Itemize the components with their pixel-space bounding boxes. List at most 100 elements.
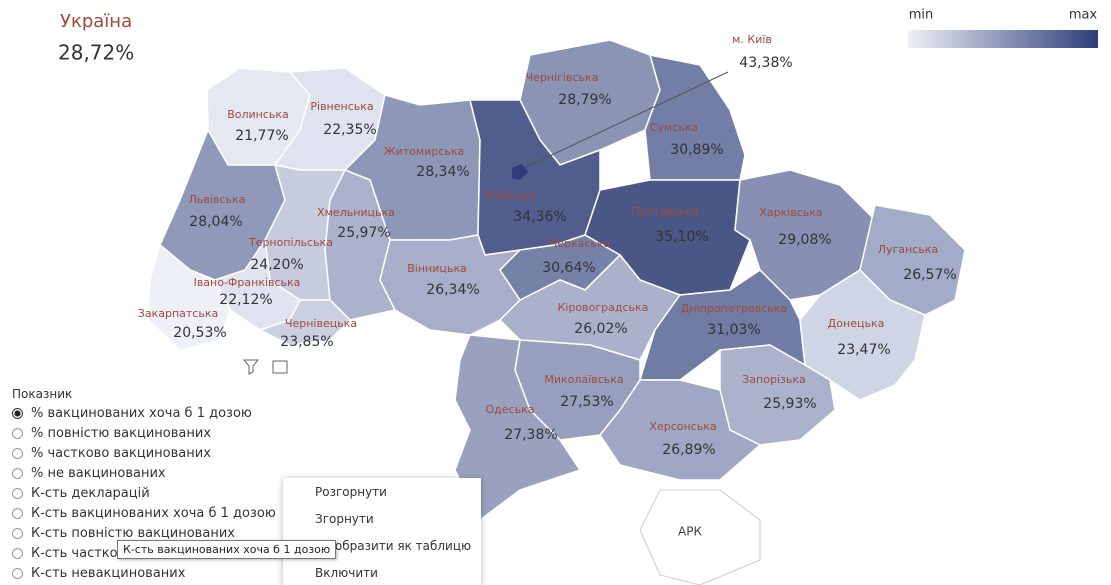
option-label: К-сть невакцинованих bbox=[31, 566, 186, 581]
region-name: Чернівецька bbox=[285, 317, 357, 330]
region-value: 25,93% bbox=[763, 396, 816, 412]
region-value: 20,53% bbox=[173, 325, 226, 341]
radio[interactable] bbox=[12, 468, 23, 479]
option[interactable]: % не вакцинованих bbox=[12, 466, 166, 481]
region-name: Хмельницька bbox=[317, 206, 395, 219]
region-name: Донецька bbox=[828, 317, 885, 330]
region-name: Чернігівська bbox=[526, 71, 599, 84]
radio[interactable] bbox=[12, 568, 23, 579]
option-label: % повністю вакцинованих bbox=[31, 426, 212, 441]
option[interactable]: % частково вакцинованих bbox=[12, 446, 211, 461]
region[interactable] bbox=[644, 54, 746, 181]
region-value: 22,35% bbox=[323, 122, 376, 138]
region-value: 22,12% bbox=[219, 292, 272, 308]
region[interactable] bbox=[799, 269, 926, 401]
kyiv-value: 43,38% bbox=[739, 55, 792, 71]
radio[interactable] bbox=[12, 408, 23, 419]
option[interactable]: % повністю вакцинованих bbox=[12, 426, 211, 441]
region[interactable] bbox=[599, 379, 762, 481]
radio[interactable] bbox=[12, 428, 23, 439]
option-label: % вакцинованих хоча б 1 дозою bbox=[31, 406, 252, 421]
region-value: 28,34% bbox=[416, 164, 469, 180]
region-value: 23,47% bbox=[837, 342, 890, 358]
region-value: 24,20% bbox=[250, 257, 303, 273]
option[interactable]: К-сть вакцинованих хоча б 1 дозою bbox=[12, 506, 276, 521]
region-value: 30,89% bbox=[670, 142, 723, 158]
region-value: 26,57% bbox=[903, 267, 956, 283]
region-name: Вінницька bbox=[407, 262, 467, 275]
region-value: 34,36% bbox=[513, 209, 566, 225]
region-value: 25,97% bbox=[337, 225, 390, 241]
region-value: 35,10% bbox=[655, 229, 708, 245]
radio[interactable] bbox=[12, 548, 23, 559]
total-value: 28,72% bbox=[58, 41, 134, 65]
option-label: К-сть повністю вакцинованих bbox=[31, 526, 235, 541]
region[interactable] bbox=[324, 169, 397, 321]
region-name: Закарпатська bbox=[138, 307, 218, 320]
region-value: 28,04% bbox=[189, 214, 242, 230]
radio[interactable] bbox=[12, 488, 23, 499]
region-value: 30,64% bbox=[542, 260, 595, 276]
radio[interactable] bbox=[12, 508, 23, 519]
menu-item[interactable]: Розгорнути bbox=[315, 485, 387, 499]
legend-min: min bbox=[909, 8, 934, 23]
region-name: Сумська bbox=[650, 121, 698, 134]
kyiv-leader bbox=[519, 71, 729, 171]
menu-item[interactable]: Відобразити як таблицю bbox=[315, 539, 472, 553]
menu-item[interactable]: Згорнути bbox=[315, 512, 374, 526]
region-value: 26,34% bbox=[426, 282, 479, 298]
region-name: Херсонська bbox=[649, 420, 716, 433]
region-name: Львівська bbox=[189, 193, 246, 206]
legend-max: max bbox=[1069, 8, 1098, 23]
region-value: 29,08% bbox=[778, 232, 831, 248]
region[interactable] bbox=[147, 243, 231, 351]
option-label: К-сть вакцинованих хоча б 1 дозою bbox=[31, 506, 276, 521]
region-name: Полтавська bbox=[631, 205, 699, 218]
context-menu: Розгорнути Згорнути Відобразити як таблицю… bbox=[283, 478, 481, 585]
region-value: 27,53% bbox=[560, 394, 613, 410]
region-name: Кіровоградська bbox=[558, 301, 649, 314]
menu-item[interactable]: Включити bbox=[315, 566, 378, 580]
region-name: Харківська bbox=[759, 206, 822, 219]
title: Україна bbox=[60, 11, 132, 32]
region-value: 28,79% bbox=[558, 92, 611, 108]
option[interactable]: К-сть декларацій bbox=[12, 486, 150, 501]
region-name: Дніпропетровська bbox=[681, 302, 787, 315]
kyiv-name: м. Київ bbox=[732, 33, 772, 46]
region-name: Київська bbox=[486, 189, 536, 202]
region-name: Луганська bbox=[878, 243, 938, 256]
region-name: Черкаська bbox=[550, 237, 611, 250]
region[interactable] bbox=[454, 334, 582, 522]
region-value: 26,89% bbox=[662, 442, 715, 458]
region-name: Тернопільська bbox=[248, 236, 333, 249]
crimea-label: АРК bbox=[678, 525, 702, 539]
region-value: 23,85% bbox=[280, 334, 333, 350]
region-name: Запорізька bbox=[742, 373, 805, 386]
option-label: К-сть декларацій bbox=[31, 486, 150, 501]
region-value: 27,38% bbox=[504, 427, 557, 443]
panel-title: Показник bbox=[12, 387, 73, 401]
kyiv-city[interactable] bbox=[512, 164, 528, 180]
region-value: 21,77% bbox=[235, 128, 288, 144]
crimea bbox=[639, 489, 761, 585]
option[interactable]: К-сть невакцинованих bbox=[12, 566, 185, 581]
radio[interactable] bbox=[12, 448, 23, 459]
radio[interactable] bbox=[12, 528, 23, 539]
option-label: % не вакцинованих bbox=[31, 466, 166, 481]
region[interactable] bbox=[258, 299, 352, 346]
region-name: Миколаївська bbox=[544, 373, 623, 386]
region-name: Одеська bbox=[486, 403, 535, 416]
option-label: % частково вакцинованих bbox=[31, 446, 211, 461]
region-name: Івано-Франківська bbox=[194, 276, 301, 289]
region-name: Рівненська bbox=[310, 100, 373, 113]
tooltip: К-сть вакцинованих хоча б 1 дозою bbox=[117, 540, 337, 559]
region-value: 26,02% bbox=[574, 321, 627, 337]
option[interactable]: % вакцинованих хоча б 1 дозою bbox=[12, 406, 252, 421]
legend-gradient bbox=[908, 30, 1098, 48]
visual-icons[interactable] bbox=[242, 359, 288, 375]
region-name: Волинська bbox=[227, 108, 289, 121]
option[interactable]: К-сть повністю вакцинованих bbox=[12, 526, 235, 541]
region-value: 31,03% bbox=[707, 322, 760, 338]
